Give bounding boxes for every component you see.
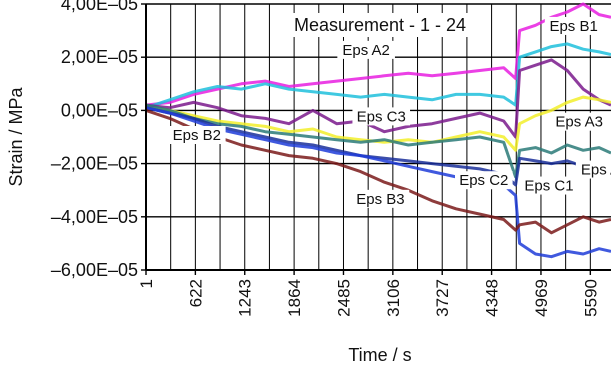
series-label: Eps C3	[357, 108, 406, 125]
x-tick-label: 3727	[433, 279, 452, 317]
series-label: Eps A3	[555, 114, 603, 131]
series-lines	[145, 2, 611, 259]
series-line-eps-c3	[145, 58, 611, 139]
y-tick-labels: 4,00E–05 2,00E–05 0,00E–05 –2,00E–05 –4,00E–…	[51, 0, 146, 280]
x-tick-label: 4348	[483, 279, 502, 317]
y-tick-label: 0,00E–05	[61, 100, 138, 120]
y-tick-label: –2,00E–05	[51, 154, 138, 174]
series-label-bg	[352, 107, 411, 126]
series-label: Eps B3	[356, 191, 404, 208]
series-label-bg	[520, 176, 578, 195]
y-tick-label: 2,00E–05	[61, 47, 138, 67]
series-line-eps-b1	[145, 2, 611, 107]
series-label-bg	[454, 171, 513, 190]
axes	[145, 4, 611, 271]
series-line-eps-a1	[145, 106, 611, 187]
x-tick-label: 4969	[532, 279, 551, 317]
series-label-bg	[168, 126, 226, 144]
series-label-bg	[544, 16, 603, 35]
series-line-eps-c2	[145, 106, 611, 259]
x-tick-label: 5590	[581, 279, 600, 317]
series-label: Eps A2	[342, 42, 390, 59]
series-line-eps-a2	[145, 42, 611, 110]
x-tick-label: 2485	[334, 279, 353, 317]
series-label: Eps C2	[459, 172, 508, 189]
series-line-eps-a3	[145, 95, 611, 152]
x-tick-label: 1243	[236, 279, 255, 317]
series-labels: Eps B1 Eps A2 Eps C3 Eps A3 Eps B2 Eps A1 Eps …	[168, 16, 611, 208]
y-tick-label: 4,00E–05	[61, 0, 138, 14]
x-tick-label: 3106	[384, 279, 403, 317]
series-label-bg	[575, 160, 611, 179]
series-label: Eps C1	[524, 178, 573, 195]
series-line-eps-b3	[145, 108, 611, 235]
series-label: Eps A1	[581, 162, 611, 179]
x-axis-label: Time / s	[348, 345, 411, 365]
y-axis-label: Strain / MPa	[6, 86, 26, 186]
y-tick-label: –4,00E–05	[51, 207, 138, 227]
series-label-bg	[351, 189, 410, 208]
x-tick-label: 1	[137, 279, 156, 288]
x-tick-label: 1864	[285, 279, 304, 317]
y-tick-label: –6,00E–05	[51, 260, 138, 280]
series-label-bg	[337, 40, 395, 59]
series-line-eps-b2	[145, 103, 611, 179]
chart-title-group: Measurement - 1 - 24	[272, 13, 486, 37]
series-label: Eps B2	[173, 127, 221, 144]
x-tick-label: 622	[186, 279, 205, 307]
x-tick-labels: 1 622 1243 1864 2485 3106 3727 4348 4969 5590	[137, 270, 600, 317]
series-label-bg	[550, 112, 608, 131]
series-label: Eps B1	[549, 18, 597, 35]
chart-title-bg	[272, 13, 486, 37]
chart-title: Measurement - 1 - 24	[294, 15, 466, 35]
